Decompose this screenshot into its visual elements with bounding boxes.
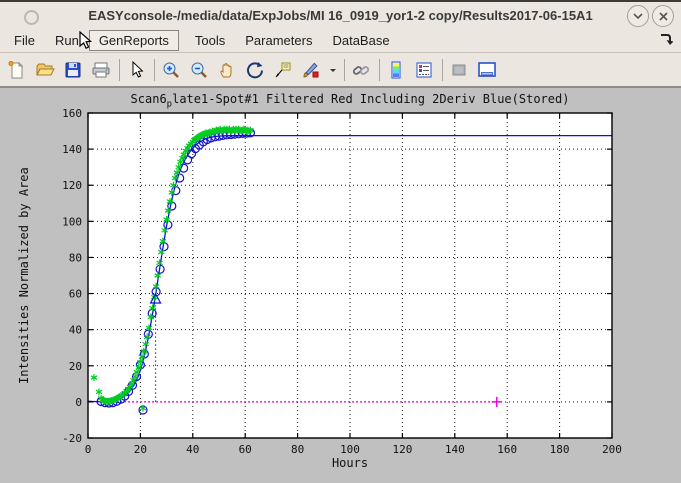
hide-plot-tools-icon xyxy=(452,64,466,75)
show-plot-tools-icon xyxy=(478,61,496,77)
svg-text:20: 20 xyxy=(134,443,147,456)
chart-title: Scan6plate1-Spot#1 Filtered Red Includin… xyxy=(130,92,570,110)
data-cursor-icon xyxy=(275,62,291,77)
toolbar-separator xyxy=(379,58,380,81)
svg-text:160: 160 xyxy=(497,443,517,456)
menu-item-tools[interactable]: Tools xyxy=(194,33,226,48)
brush-dropdown-button[interactable] xyxy=(328,59,337,81)
svg-text:60: 60 xyxy=(69,288,82,301)
figure-toolbar xyxy=(0,53,681,88)
chart-canvas[interactable]: 0 20 40 60 80 100 120 140 160 180 200-200204060801… xyxy=(0,88,681,483)
open-file-button[interactable] xyxy=(34,59,56,81)
pan-hand-icon xyxy=(220,62,232,77)
chevron-down-icon xyxy=(329,68,336,72)
legend-icon xyxy=(416,62,432,77)
brush-data-button[interactable] xyxy=(300,59,322,81)
zoom-out-icon xyxy=(191,62,207,78)
window-title: EASYconsole-/media/data/ExpJobs/MI 16_09… xyxy=(88,8,593,23)
svg-text:180: 180 xyxy=(550,443,570,456)
svg-text:140: 140 xyxy=(445,443,465,456)
open-folder-icon xyxy=(36,63,55,75)
zoom-in-icon xyxy=(163,62,179,78)
svg-text:100: 100 xyxy=(340,443,360,456)
toolbar-separator xyxy=(154,58,155,81)
window-menu-icon[interactable] xyxy=(24,10,39,25)
show-plot-tools-button[interactable] xyxy=(476,59,498,81)
menu-item-database[interactable]: DataBase xyxy=(332,33,390,48)
print-figure-button[interactable] xyxy=(90,59,112,81)
menu-item-run[interactable]: Run xyxy=(54,33,79,48)
pointer-arrow-icon xyxy=(132,60,144,78)
colorbar-icon xyxy=(391,61,401,78)
minimize-button[interactable] xyxy=(627,5,649,27)
svg-text:140: 140 xyxy=(62,143,82,156)
rotate-3d-button[interactable] xyxy=(244,59,266,81)
rotate-3d-icon xyxy=(247,61,263,78)
zoom-out-button[interactable] xyxy=(188,59,210,81)
save-figure-button[interactable] xyxy=(62,59,84,81)
insert-legend-button[interactable] xyxy=(413,59,435,81)
figure-area: Scan6plate1-Spot#1 Filtered Red Includin… xyxy=(0,88,681,483)
svg-text:60: 60 xyxy=(239,443,252,456)
svg-text:0: 0 xyxy=(85,443,92,456)
svg-text:40: 40 xyxy=(69,324,82,337)
svg-text:160: 160 xyxy=(62,107,82,120)
menu-item-parameters[interactable]: Parameters xyxy=(245,33,313,48)
pointer-tool-button[interactable] xyxy=(125,59,147,81)
pan-tool-button[interactable] xyxy=(216,59,238,81)
menubar-corner-arrow-icon[interactable] xyxy=(659,32,674,49)
toolbar-separator xyxy=(442,58,443,81)
menu-item-genreports[interactable]: GenReports xyxy=(88,30,179,51)
close-button[interactable] xyxy=(652,5,674,27)
mouse-cursor-icon xyxy=(79,30,93,56)
svg-text:20: 20 xyxy=(69,360,82,373)
hide-plot-tools-button[interactable] xyxy=(448,59,470,81)
toolbar-separator xyxy=(344,58,345,81)
svg-text:100: 100 xyxy=(62,215,82,228)
svg-text:40: 40 xyxy=(186,443,199,456)
printer-icon xyxy=(92,62,110,77)
svg-text:200: 200 xyxy=(602,443,622,456)
svg-text:120: 120 xyxy=(392,443,412,456)
zoom-in-button[interactable] xyxy=(160,59,182,81)
new-document-icon xyxy=(8,60,24,78)
svg-text:120: 120 xyxy=(62,179,82,192)
data-cursor-button[interactable] xyxy=(272,59,294,81)
menubar: File Run GenReports Tools Parameters Dat… xyxy=(0,29,681,53)
link-plot-button[interactable] xyxy=(350,59,372,81)
new-figure-button[interactable] xyxy=(6,59,28,81)
window-titlebar: EASYconsole-/media/data/ExpJobs/MI 16_09… xyxy=(0,0,681,29)
svg-text:80: 80 xyxy=(69,251,82,264)
svg-text:-20: -20 xyxy=(62,432,82,445)
menu-item-file[interactable]: File xyxy=(14,33,35,48)
svg-text:80: 80 xyxy=(291,443,304,456)
chevron-down-icon xyxy=(633,13,643,19)
insert-colorbar-button[interactable] xyxy=(385,59,407,81)
link-chain-icon xyxy=(352,65,370,75)
toolbar-separator xyxy=(119,58,120,81)
svg-text:0: 0 xyxy=(75,396,82,409)
save-floppy-icon xyxy=(65,62,81,77)
x-axis-label: Hours xyxy=(331,456,369,470)
close-icon xyxy=(658,11,668,21)
brush-icon xyxy=(303,62,319,78)
